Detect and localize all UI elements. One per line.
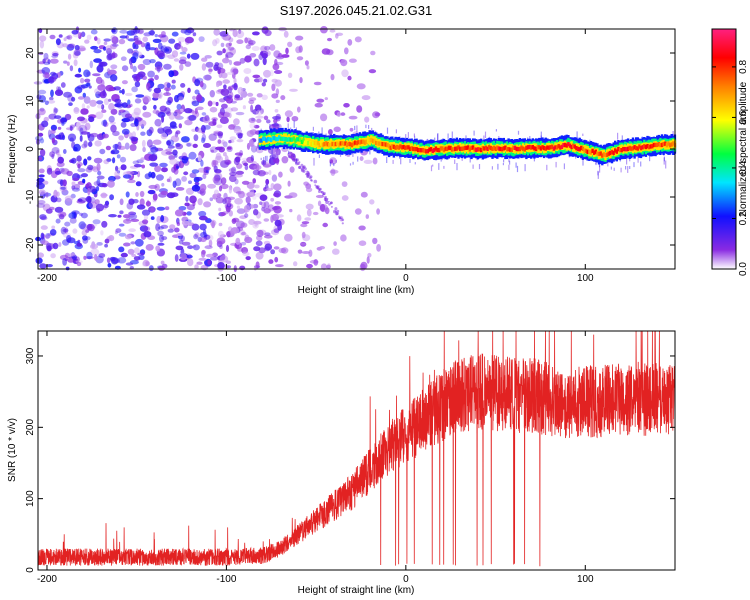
x-tick-label: 100 (577, 273, 594, 284)
snr-x-axis-label: Height of straight line (km) (298, 585, 415, 596)
snr-panel: -200 -100 0 100 0 100 200 300 Height of straig… (7, 330, 676, 596)
colorbar: 0.0 0.2 0.4 0.6 0.8 Normalized spectral ampl… (711, 28, 749, 276)
snr-x-ticks: -200 -100 0 100 (37, 331, 594, 585)
y-tick-label: 300 (25, 347, 36, 364)
y-tick-label: 200 (25, 419, 36, 436)
colorbar-gradient (712, 29, 736, 269)
heatmap-y-ticks: -20 -10 0 10 20 (25, 47, 675, 252)
colorbar-tick-label: 0.0 (738, 262, 749, 276)
y-tick-label: 10 (25, 95, 36, 107)
snr-y-ticks: 0 100 200 300 (25, 347, 675, 573)
heatmap-noise-cloud (33, 26, 382, 273)
snr-plot-area (38, 331, 675, 570)
x-tick-label: 0 (403, 574, 409, 585)
snr-series-line (37, 330, 676, 567)
colorbar-label: Normalized spectral amplitude (738, 81, 749, 216)
colorbar-frame (711, 28, 737, 270)
heatmap-faint-trail (287, 152, 345, 225)
heatmap-x-axis-label: Height of straight line (km) (298, 285, 415, 296)
snr-frame (37, 330, 676, 571)
x-tick-label: 100 (577, 574, 594, 585)
x-tick-label: -200 (37, 273, 57, 284)
y-tick-label: -20 (25, 237, 36, 252)
colorbar-tick-label: 0.2 (738, 211, 749, 225)
x-tick-label: 0 (403, 273, 409, 284)
x-tick-label: -100 (216, 273, 236, 284)
y-tick-label: 0 (25, 146, 36, 152)
heatmap-y-axis-label: Frequency (Hz) (7, 115, 18, 184)
colorbar-tick-label: 0.4 (738, 161, 749, 175)
y-tick-label: 20 (25, 47, 36, 59)
y-tick-label: 0 (25, 567, 36, 573)
snr-y-axis-label: SNR (10 * v/v) (7, 418, 18, 482)
colorbar-tick-label: 0.8 (738, 60, 749, 74)
y-tick-label: 100 (25, 490, 36, 507)
colorbar-tick-label: 0.6 (738, 110, 749, 124)
heatmap-x-ticks: -200 -100 0 100 (37, 29, 594, 284)
y-tick-label: -10 (25, 189, 36, 204)
figure-title: S197.2026.045.21.02.G31 (280, 3, 433, 18)
heatmap-signal-ridge (258, 120, 677, 179)
x-tick-label: -100 (216, 574, 236, 585)
colorbar-ticks: 0.0 0.2 0.4 0.6 0.8 (711, 28, 749, 276)
x-tick-label: -200 (37, 574, 57, 585)
